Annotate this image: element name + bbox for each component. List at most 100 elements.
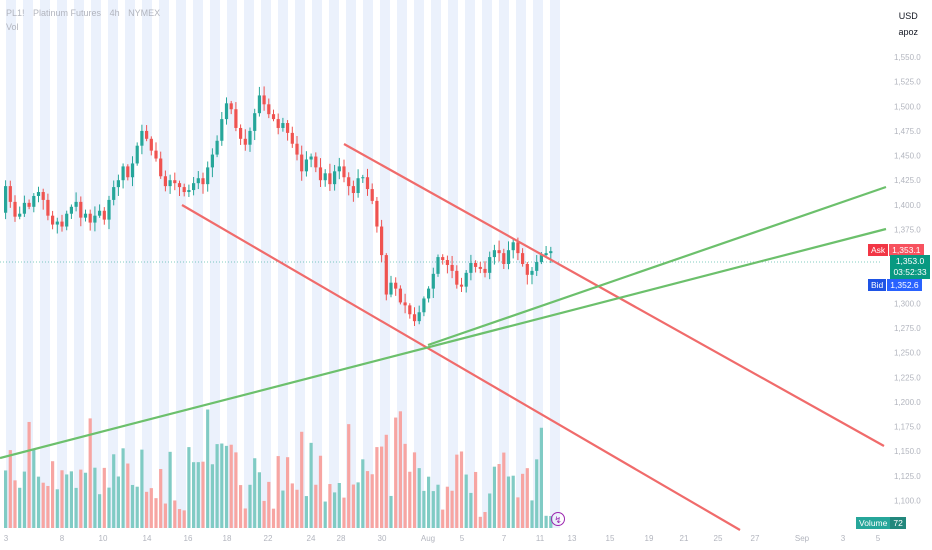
volume-bar [18, 487, 22, 528]
time-tick-label: 24 [307, 534, 316, 543]
session-band [210, 0, 220, 528]
time-tick-label: 10 [99, 534, 108, 543]
candle-body [389, 282, 393, 295]
candle-body [135, 145, 139, 164]
volume-bar [427, 476, 431, 528]
candle-body [394, 282, 398, 289]
candle-body [32, 195, 36, 207]
volume-bar [229, 444, 233, 528]
candle-body [196, 178, 200, 184]
symbol-label[interactable]: PL1! [6, 8, 25, 18]
time-tick-label: 5 [460, 534, 465, 543]
candle-body [243, 138, 247, 145]
volume-bar [168, 451, 172, 528]
volume-bar [488, 493, 492, 528]
candle-body [201, 178, 205, 185]
bar-countdown: 03:52:33 [893, 267, 927, 277]
volume-bar [154, 498, 158, 528]
price-tick-label: 1,400.0 [894, 201, 921, 210]
volume-indicator-label[interactable]: Vol [6, 22, 19, 32]
candle-body [145, 130, 149, 139]
candle-body [525, 263, 529, 275]
candle-body [295, 143, 299, 155]
volume-bar [502, 452, 506, 528]
support-line-steep[interactable] [427, 185, 887, 347]
volume-bar [469, 492, 473, 528]
time-tick-label: 15 [606, 534, 615, 543]
volume-bar [342, 497, 346, 528]
candle-body [210, 154, 214, 168]
volume-bar [347, 424, 351, 528]
time-tick-label: 3 [4, 534, 9, 543]
interval-label[interactable]: 4h [109, 8, 120, 18]
candle-body [422, 298, 426, 313]
candle-body [323, 173, 327, 181]
candle-body [253, 113, 257, 131]
volume-bar [276, 456, 280, 528]
volume-bar [365, 471, 370, 528]
candle-body [427, 288, 431, 299]
time-tick-label: 13 [568, 534, 577, 543]
candle-body [69, 206, 73, 214]
volume-bar [539, 427, 543, 528]
session-band [448, 0, 458, 528]
volume-bar [478, 516, 482, 528]
exchange-label: NYMEX [128, 8, 161, 18]
session-band [193, 0, 203, 528]
candle-body [549, 251, 553, 254]
currency-unit[interactable]: USD apoz [898, 8, 918, 40]
session-band [295, 0, 305, 528]
volume-bar [304, 496, 308, 528]
session-band [261, 0, 271, 528]
candle-body [516, 242, 520, 254]
volume-bar [112, 454, 116, 528]
volume-bar [60, 470, 64, 528]
candle-body [469, 262, 473, 273]
candle-body [464, 272, 468, 287]
candle-body [328, 173, 332, 185]
session-band [414, 0, 424, 528]
volume-bar [408, 471, 412, 528]
candle-body [483, 268, 487, 273]
channel-lower-line[interactable] [181, 204, 741, 531]
volume-bars [4, 409, 553, 528]
volume-bar [535, 459, 539, 528]
time-tick-label: 8 [60, 534, 65, 543]
bid-label: Bid [868, 279, 887, 291]
candle-body [18, 213, 22, 217]
support-line-long[interactable] [0, 227, 887, 460]
volume-bar [79, 469, 83, 528]
volume-bar [116, 476, 120, 528]
session-band [244, 0, 254, 528]
volume-bar [511, 475, 515, 528]
candle-body [215, 140, 219, 155]
volume-bar [271, 508, 276, 528]
candle-body [248, 130, 252, 145]
candle-body [93, 215, 97, 223]
volume-bar [135, 486, 139, 528]
volume-bar [417, 468, 421, 528]
volume-bar [300, 431, 304, 528]
trendlines [0, 143, 887, 531]
volume-bar [506, 476, 511, 528]
volume-bar [65, 474, 69, 528]
channel-upper-line[interactable] [343, 143, 885, 447]
volume-bar [69, 471, 73, 528]
candle-body [159, 158, 163, 177]
volume-bar [196, 462, 200, 528]
candle-body [403, 302, 407, 306]
candle-body [361, 177, 365, 179]
candle-body [300, 154, 304, 172]
candle-body [257, 95, 261, 114]
candle-body [511, 242, 515, 251]
price-tick-label: 1,375.0 [894, 225, 921, 234]
price-tick-label: 1,125.0 [894, 472, 921, 481]
volume-bar [215, 444, 219, 528]
lightning-icon[interactable]: ↯ [551, 512, 565, 526]
volume-tag-value: 72 [890, 517, 906, 529]
candle-body [107, 199, 111, 220]
session-band [397, 0, 407, 528]
volume-bar [309, 442, 313, 528]
volume-bar [356, 482, 360, 528]
